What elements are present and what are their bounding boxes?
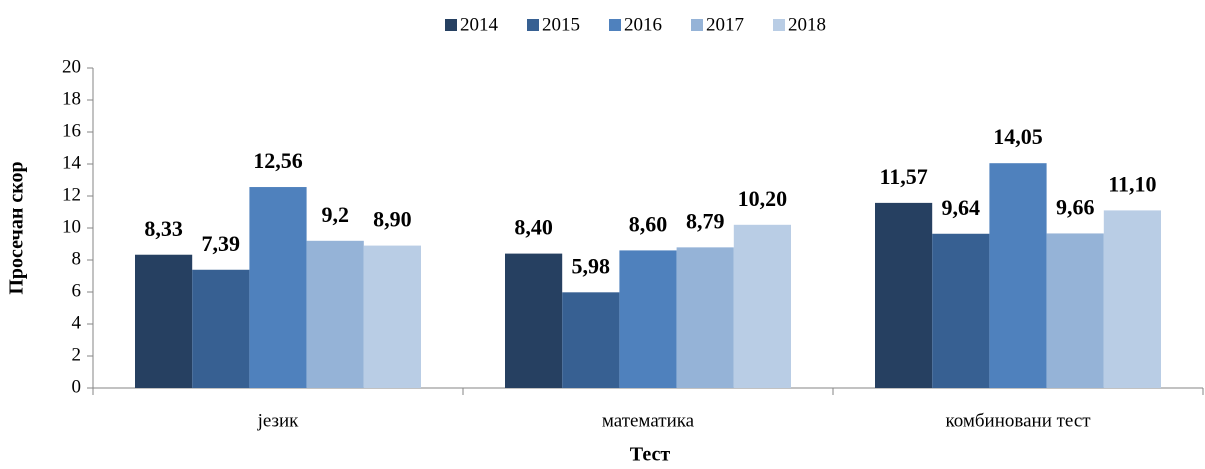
bar [249,187,307,388]
y-tick-label: 10 [62,216,81,237]
value-label: 10,20 [738,186,788,211]
bar [676,247,734,388]
bar [363,245,421,388]
y-tick-label: 20 [62,56,81,77]
y-tick-label: 0 [72,376,82,397]
value-label: 11,57 [879,164,927,189]
legend-label: 2018 [788,14,826,35]
value-label: 8,40 [514,215,553,240]
y-tick-label: 4 [72,312,82,333]
x-axis-label: Тест [630,444,671,466]
legend-label: 2014 [460,14,499,35]
x-tick-label: језик [257,410,300,431]
y-tick-label: 16 [62,120,81,141]
y-tick-label: 6 [72,280,82,301]
value-label: 14,05 [993,124,1043,149]
bar [932,233,990,388]
legend-swatch [527,19,539,31]
bar [619,250,677,388]
legend-swatch [445,19,457,31]
bar [875,202,933,388]
value-label: 7,39 [202,231,241,256]
legend-swatch [609,19,621,31]
legend-label: 2016 [624,14,662,35]
bar [562,292,620,388]
value-label: 9,64 [942,195,981,220]
legend-label: 2015 [542,14,580,35]
legend-label: 2017 [706,14,744,35]
legend-swatch [691,19,703,31]
bar [505,253,563,388]
value-label: 12,56 [253,148,303,173]
bar [135,254,193,388]
bar [733,224,791,388]
y-tick-label: 12 [62,184,81,205]
x-tick-label: комбиновани тест [945,410,1091,431]
value-label: 11,10 [1108,171,1156,196]
y-tick-label: 18 [62,88,81,109]
value-label: 8,33 [144,216,183,241]
y-tick-label: 8 [72,248,82,269]
bar [1046,233,1104,388]
value-label: 5,98 [572,253,611,278]
value-label: 8,60 [629,211,668,236]
value-label: 8,90 [373,207,412,232]
bar [989,163,1047,388]
bar [1103,210,1161,388]
y-tick-label: 2 [72,344,82,365]
y-axis-label: Просечан скор [6,161,28,294]
bar [306,240,364,388]
x-tick-label: математика [602,410,695,431]
value-label: 9,66 [1056,194,1095,219]
y-tick-label: 14 [62,152,82,173]
legend-swatch [773,19,785,31]
bar [192,269,250,388]
value-label: 9,2 [321,202,349,227]
value-label: 8,79 [686,208,725,233]
